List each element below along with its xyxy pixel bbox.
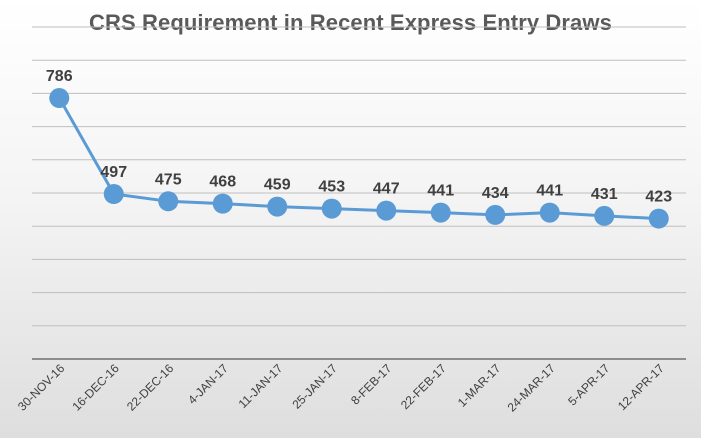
data-label: 475	[155, 171, 182, 188]
series-lines	[57, 97, 659, 221]
x-tick-label: 24-MAR-17	[505, 361, 559, 415]
data-point	[594, 205, 615, 226]
data-point	[321, 198, 342, 219]
data-label: 434	[482, 185, 509, 202]
data-label: 453	[318, 179, 345, 196]
data-points	[49, 88, 669, 229]
x-tick-label: 22-FEB-17	[398, 361, 449, 412]
data-label: 468	[209, 174, 236, 191]
data-point	[49, 88, 70, 109]
data-point	[648, 208, 669, 229]
x-tick-label: 30-NOV-16	[15, 361, 68, 414]
data-label: 441	[536, 183, 563, 200]
x-tick-label: 11-JAN-17	[236, 361, 286, 411]
data-point	[539, 202, 560, 223]
x-tick-label: 1-MAR-17	[455, 361, 504, 410]
data-label: 786	[46, 68, 73, 85]
data-point	[212, 193, 233, 214]
data-point	[430, 202, 451, 223]
data-label: 431	[591, 186, 618, 203]
x-tick-label: 12-APR-17	[615, 361, 667, 413]
data-point	[103, 183, 124, 204]
series-line	[57, 97, 659, 221]
x-tick-label: 16-DEC-16	[70, 361, 123, 414]
x-tick-label: 22-DEC-16	[124, 361, 177, 414]
data-point	[485, 204, 506, 225]
data-point	[158, 191, 179, 212]
data-label: 447	[373, 181, 400, 198]
data-point	[267, 196, 288, 217]
x-tick-label: 5-APR-17	[565, 361, 612, 408]
x-tick-label: 8-FEB-17	[348, 361, 394, 407]
x-tick-label: 4-JAN-17	[185, 361, 231, 407]
data-label: 459	[264, 177, 291, 194]
data-point	[376, 200, 397, 221]
data-label: 423	[645, 189, 672, 206]
x-tick-label: 25-JAN-17	[289, 361, 340, 412]
x-axis-tick-labels: 30-NOV-16 16-DEC-16 22-DEC-16 4-JAN-17 11-JA…	[15, 361, 667, 415]
data-label: 497	[100, 164, 127, 181]
chart-title: CRS Requirement in Recent Express Entry …	[89, 10, 612, 35]
gridlines	[32, 26, 686, 360]
data-label: 441	[427, 183, 454, 200]
data-labels: 786 497 475 468 459 453 447 441 434 441 431 423	[46, 68, 672, 206]
